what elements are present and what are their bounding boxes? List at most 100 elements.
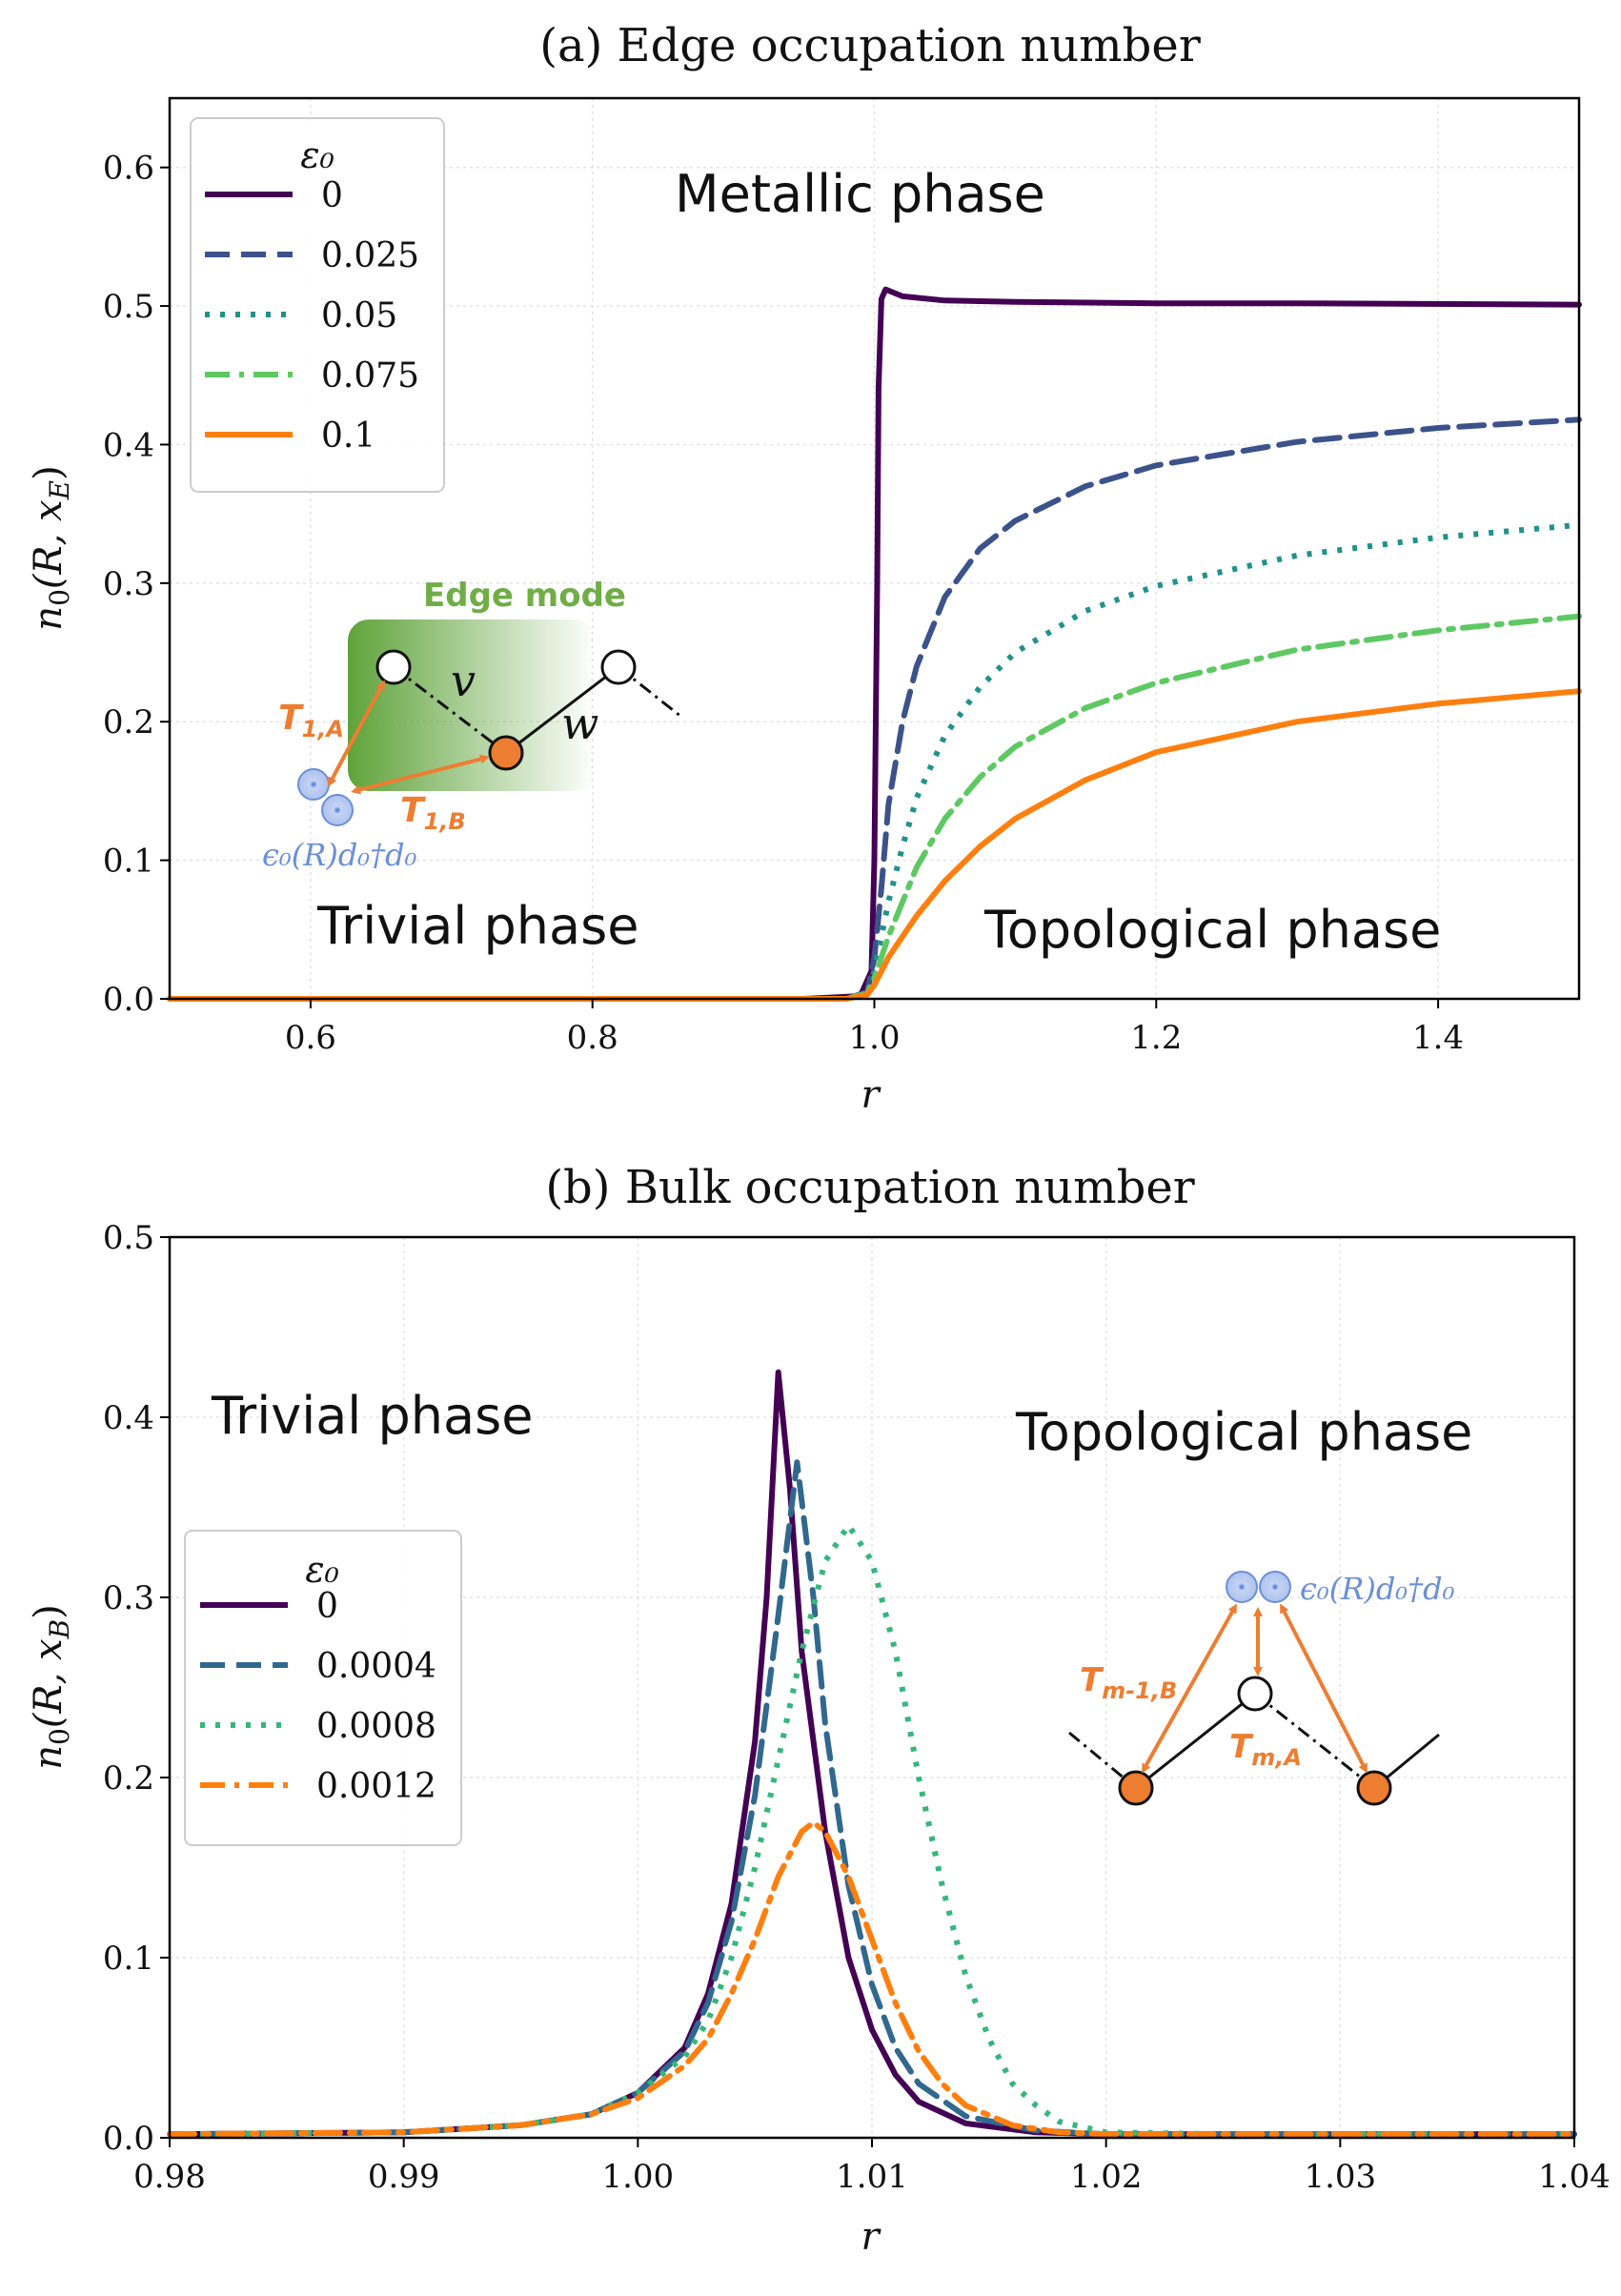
edge-mode-label: Edge mode <box>423 577 626 615</box>
panel-a-legend-box <box>190 117 445 493</box>
panel-a-legend-label: 0.05 <box>321 296 397 335</box>
panel-b-x-tick-label: 1.03 <box>1304 2158 1376 2196</box>
panel-a-y-tick-label: 0.4 <box>103 426 154 464</box>
panel-b-legend-box <box>184 1530 462 1846</box>
panel-b-annotation-topological: Topological phase <box>1015 1402 1472 1462</box>
panel-b-series-line-2 <box>169 1522 1574 2138</box>
panel-a-y-label-sub: 0 <box>44 589 75 606</box>
panel-b-y-tick-label: 0.0 <box>103 2120 154 2158</box>
panel-a-series-line-0 <box>167 286 1582 1002</box>
panel-a-series-group <box>167 286 1582 1002</box>
label-t1a: T1,A <box>278 699 344 742</box>
panel-a-x-ticks: 0.6 0.8 1.0 1.2 1.4 <box>285 999 1464 1057</box>
panel-a-y-label-main: n <box>27 606 71 631</box>
label-t1a-sub: 1,A <box>302 716 344 742</box>
inset-b-energy-term: ϵ₀(R)d₀†d₀ <box>1300 1571 1455 1607</box>
inset-b-label-tm1b-sub: m-1,B <box>1102 1677 1177 1704</box>
panel-b-x-tick-label: 1.04 <box>1538 2158 1611 2196</box>
inset-b-label-tma-main: T <box>1229 1728 1254 1766</box>
panel-b-legend-label: 0 <box>316 1587 338 1626</box>
panel-a-y-label-args-sub: E <box>44 480 75 500</box>
label-t1a-main: T <box>278 699 304 738</box>
panel-a-legend-label: 0 <box>321 176 343 215</box>
panel-b-y-label-main: n <box>27 1745 71 1770</box>
panel-b-y-ticks: 0.0 0.1 0.2 0.3 0.4 0.5 <box>103 1219 170 2158</box>
panel-b-title: (b) Bulk occupation number <box>545 1161 1194 1214</box>
panel-a-x-tick-label: 1.4 <box>1412 1019 1464 1057</box>
panel-b-y-tick-label: 0.2 <box>103 1759 154 1798</box>
panel-a-y-tick-label: 0.6 <box>103 150 154 188</box>
inset-b-label-tm1b: Tm-1,B <box>1080 1661 1177 1704</box>
panel-a-inset-diagram: Edge mode v w T1,A T1,B ϵ₀(R)d₀†d₀ <box>262 577 682 873</box>
impurity-dot-2 <box>321 794 354 826</box>
panel-b-y-tick-label: 0.3 <box>103 1579 154 1617</box>
panel-a-x-tick-label: 0.8 <box>567 1019 618 1057</box>
site-a-empty <box>375 649 412 685</box>
site-b-filled <box>488 735 524 771</box>
panel-b-legend-label: 0.0008 <box>316 1707 436 1746</box>
panel-a-y-ticks: 0.0 0.1 0.2 0.3 0.4 0.5 0.6 <box>103 150 170 1019</box>
panel-b-x-ticks: 0.98 0.99 1.00 1.01 1.02 1.03 1.04 <box>133 2138 1611 2196</box>
panel-a-y-tick-label: 0.3 <box>103 565 154 603</box>
inset-b-label-tma: Tm,A <box>1229 1728 1302 1771</box>
panel-a-legend-label: 0.1 <box>321 417 375 456</box>
panel-a-legend-label: 0.025 <box>321 236 419 275</box>
bond-v-label: v <box>451 655 476 706</box>
panel-a-legend-title: ε₀ <box>300 134 334 176</box>
panel-b-y-label-args: (R, x <box>27 1638 71 1728</box>
inset-b-arrow-right <box>1280 1603 1368 1774</box>
panel-b-y-label-sub: 0 <box>44 1728 75 1745</box>
panel-a-annotation-topological: Topological phase <box>983 900 1441 960</box>
panel-b-x-tick-label: 1.00 <box>601 2158 674 2196</box>
panel-b-x-tick-label: 0.99 <box>368 2158 440 2196</box>
inset-b-label-tma-sub: m,A <box>1251 1744 1302 1771</box>
label-t1b-main: T <box>400 791 426 830</box>
panel-b-y-label-close: ) <box>27 1604 71 1619</box>
panel-b-y-tick-label: 0.4 <box>103 1399 154 1437</box>
panel-b-legend-label: 0.0004 <box>316 1647 436 1686</box>
panel-b-plot-area <box>167 1369 1577 2138</box>
panel-b-legend-title: ε₀ <box>305 1549 339 1591</box>
panel-a-annotation-metallic: Metallic phase <box>675 164 1045 224</box>
inset-b-impurity-dot-2 <box>1259 1571 1291 1603</box>
panel-b-series-line-3 <box>167 1819 1577 2138</box>
panel-b-series-group <box>167 1369 1577 2138</box>
panel-b-y-label: n0(R, xB) <box>27 1604 75 1770</box>
inset-b-site-mid-empty <box>1237 1676 1273 1712</box>
panel-a-annotation-trivial: Trivial phase <box>316 896 638 956</box>
panel-a-y-tick-label: 0.1 <box>103 843 154 881</box>
impurity-dot-1 <box>297 768 330 801</box>
panel-b-x-label: r <box>861 2215 881 2259</box>
arrow-t1a <box>328 680 385 787</box>
panel-b-x-tick-label: 0.98 <box>133 2158 206 2196</box>
bond-v <box>393 665 507 755</box>
panel-a-y-label: n0(R, xE) <box>27 465 75 630</box>
panel-a: (a) Edge occupation number 0.6 0.8 1.0 1.2 1… <box>27 19 1582 1117</box>
panel-b-legend-entries: 0 0.0004 0.0008 0.0012 <box>200 1587 436 1806</box>
inset-b-label-tm1b-main: T <box>1080 1661 1104 1699</box>
panel-a-x-tick-label: 0.6 <box>285 1019 336 1057</box>
panel-a-x-tick-label: 1.0 <box>848 1019 900 1057</box>
bond-w <box>505 665 619 755</box>
inset-b-site-right-filled <box>1356 1770 1392 1806</box>
panel-a-series-line-1 <box>167 417 1582 1002</box>
panel-b-x-tick-label: 1.02 <box>1070 2158 1143 2196</box>
label-t1b-sub: 1,B <box>424 808 466 835</box>
inset-b-site-left-filled <box>1118 1770 1154 1806</box>
arrow-t1b <box>351 754 490 795</box>
panel-a-y-tick-label: 0.0 <box>103 981 154 1019</box>
panel-a-y-tick-label: 0.5 <box>103 288 154 326</box>
panel-b-inset-diagram: ϵ₀(R)d₀†d₀ Tm-1,B Tm,A <box>1068 1571 1455 1806</box>
inset-b-arrow-left <box>1142 1603 1237 1774</box>
bond-next <box>618 665 682 719</box>
panel-b-annotation-trivial: Trivial phase <box>211 1386 533 1446</box>
label-t1b: T1,B <box>400 791 466 835</box>
panel-a-x-tick-label: 1.2 <box>1130 1019 1182 1057</box>
panel-b-legend: ε₀ 0 0.0004 0.0008 0.0012 <box>184 1530 462 1846</box>
panel-a-legend: ε₀ 0 0.025 0.05 0.075 0.1 <box>190 117 445 493</box>
inset-b-impurity-dot-1 <box>1226 1571 1258 1603</box>
panel-a-y-tick-label: 0.2 <box>103 703 154 742</box>
site-a2-empty <box>600 649 637 685</box>
panel-b: (b) Bulk occupation number 0.98 0.99 1.00 1… <box>27 1161 1611 2259</box>
